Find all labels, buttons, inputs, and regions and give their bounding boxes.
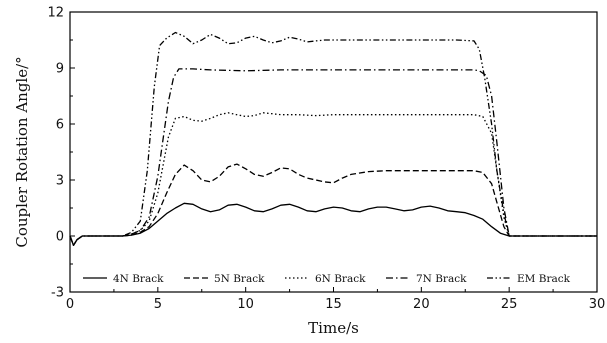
y-tick-label: 9 bbox=[56, 62, 64, 77]
series-lines bbox=[69, 31, 597, 246]
legend-label: 7N Brack bbox=[416, 273, 467, 285]
y-tick-label: 0 bbox=[56, 230, 64, 245]
x-tick-label: 10 bbox=[237, 297, 254, 312]
legend: 4N Brack 5N Brack 6N Brack 7N Brack EM Brack bbox=[83, 273, 571, 285]
y-axis-title: Coupler Rotation Angle/° bbox=[13, 56, 31, 247]
series-line-5 bbox=[69, 31, 597, 246]
x-axis-title: Time/s bbox=[308, 319, 359, 337]
plot-frame bbox=[69, 11, 598, 293]
series-line-3 bbox=[69, 112, 597, 246]
legend-label: EM Brack bbox=[517, 273, 571, 285]
series-line-2 bbox=[69, 163, 597, 246]
x-tick-label: 5 bbox=[154, 297, 162, 312]
x-tick-label: 30 bbox=[589, 297, 606, 312]
x-tick-label: 15 bbox=[325, 297, 342, 312]
y-tick-label: 12 bbox=[47, 6, 64, 21]
legend-label: 6N Brack bbox=[315, 273, 366, 285]
y-tick-label: 6 bbox=[56, 118, 64, 133]
series-line-1 bbox=[69, 202, 597, 246]
legend-label: 5N Brack bbox=[214, 273, 265, 285]
y-tick-label: 3 bbox=[56, 174, 64, 189]
x-tick-label: 0 bbox=[66, 297, 74, 312]
axis-ticks bbox=[69, 11, 598, 293]
y-tick-label: -3 bbox=[51, 286, 64, 301]
x-tick-label: 25 bbox=[501, 297, 518, 312]
x-tick-label: 20 bbox=[413, 297, 430, 312]
series-line-4 bbox=[69, 68, 597, 246]
legend-label: 4N Brack bbox=[113, 273, 164, 285]
